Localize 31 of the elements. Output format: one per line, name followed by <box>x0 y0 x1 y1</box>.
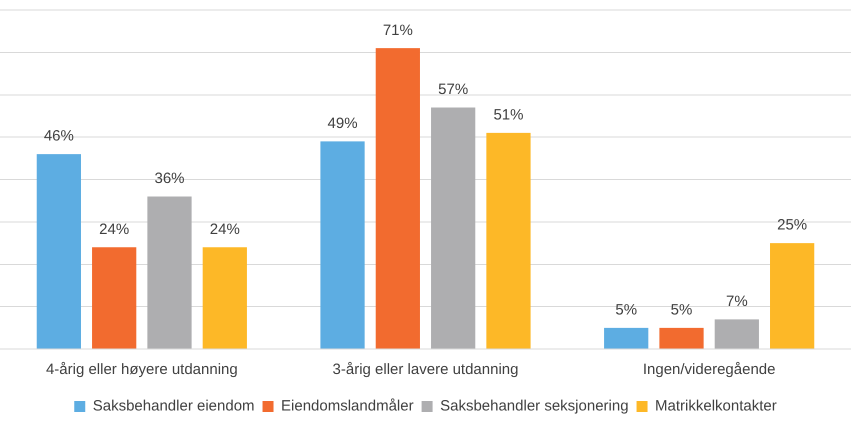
legend-label: Saksbehandler seksjonering <box>440 398 629 415</box>
bar <box>147 196 192 348</box>
legend-label: Saksbehandler eiendom <box>92 398 255 415</box>
data-label: 5% <box>615 301 638 318</box>
x-tick-label: Ingen/videregående <box>642 361 776 378</box>
data-label: 49% <box>328 115 358 132</box>
bar <box>202 247 247 348</box>
data-label: 5% <box>670 301 692 318</box>
bar <box>92 247 136 348</box>
data-label: 36% <box>154 170 185 188</box>
bar <box>431 107 476 348</box>
data-label: 71% <box>382 22 413 39</box>
legend-label: Matrikkelkontakter <box>655 398 777 415</box>
x-tick-label: 4-årig eller høyere utdanning <box>46 361 238 378</box>
data-label: 57% <box>438 81 468 98</box>
bar <box>770 243 814 348</box>
legend-label: Eiendomslandmåler <box>281 398 414 415</box>
x-tick-label: 3-årig eller lavere utdanning <box>332 361 518 378</box>
bar <box>320 141 365 348</box>
data-label: 24% <box>99 220 130 238</box>
bar <box>604 328 648 348</box>
data-label: 51% <box>493 106 524 124</box>
data-label: 7% <box>726 292 748 310</box>
data-label: 25% <box>777 216 808 234</box>
data-label: 24% <box>210 220 240 238</box>
bar <box>659 328 704 348</box>
bar <box>714 319 759 348</box>
bar <box>36 154 81 348</box>
data-label: 46% <box>44 128 74 145</box>
bar <box>376 48 420 348</box>
bar <box>486 132 531 348</box>
